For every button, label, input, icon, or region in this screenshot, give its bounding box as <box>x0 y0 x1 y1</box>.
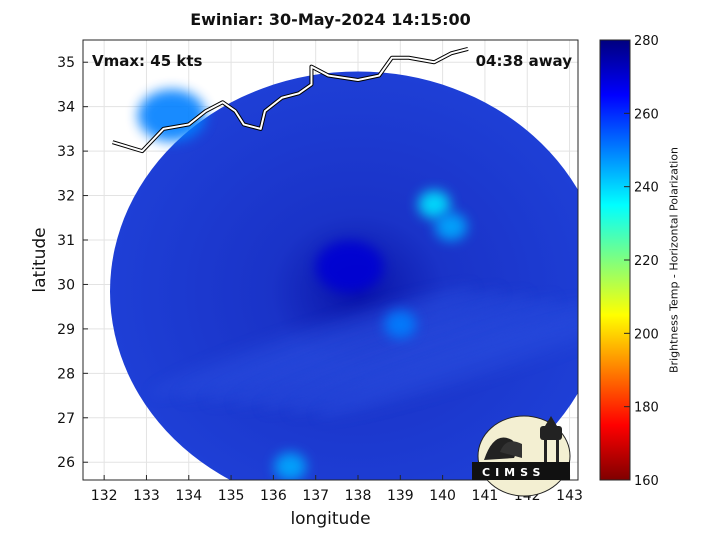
swath-layer <box>110 71 578 480</box>
y-tick-label: 32 <box>57 189 75 205</box>
y-tick-label: 30 <box>57 277 75 293</box>
x-tick-label: 134 <box>175 488 202 504</box>
coastline <box>112 47 469 153</box>
plot-frame <box>82 39 579 481</box>
rainband-texture <box>316 308 578 418</box>
brightness-feature <box>274 452 307 480</box>
chart-title: Ewiniar: 30-May-2024 14:15:00 <box>190 10 471 29</box>
cimss-logo: CIMSS <box>472 415 571 497</box>
brightness-feature <box>418 190 451 219</box>
y-tick-label: 31 <box>57 233 75 249</box>
brightness-feature <box>384 310 417 339</box>
colorbar-tick-label: 240 <box>634 181 659 196</box>
brightness-feature <box>137 89 206 142</box>
time-offset-annotation: 04:38 away <box>475 52 572 70</box>
x-tick-label: 135 <box>218 488 245 504</box>
x-axis-ticks: 132133134135136137138139140141142143 <box>91 475 583 504</box>
coastline-layer <box>112 46 469 154</box>
y-tick-label: 26 <box>57 455 75 471</box>
y-tick-label: 35 <box>57 55 75 71</box>
colorbar-tick-label: 260 <box>634 107 659 122</box>
colorbar-tick-label: 160 <box>634 474 659 489</box>
x-tick-label: 140 <box>429 488 456 504</box>
brightness-feature <box>435 212 468 241</box>
x-tick-label: 133 <box>133 488 160 504</box>
x-tick-label: 137 <box>302 488 329 504</box>
vmax-annotation: Vmax: 45 kts <box>92 52 203 70</box>
colorbar-tick-label: 200 <box>634 327 659 342</box>
colorbar-tick-label: 220 <box>634 254 659 269</box>
x-tick-label: 136 <box>260 488 287 504</box>
logo-text: CIMSS <box>482 466 545 479</box>
brightness-feature <box>315 240 384 293</box>
y-tick-label: 34 <box>57 100 75 116</box>
x-tick-label: 139 <box>387 488 414 504</box>
x-axis-label: longitude <box>290 509 371 529</box>
colorbar-ticks: 160 180 200 220 240 260 280 <box>624 34 659 489</box>
colorbar-tick-label: 180 <box>634 401 659 416</box>
x-tick-label: 141 <box>472 488 499 504</box>
y-tick-label: 28 <box>57 366 75 382</box>
colorbar-tick-label: 280 <box>634 34 659 49</box>
colorbar-label: Brightness Temp - Horizontal Polarizatio… <box>667 147 681 373</box>
y-axis-ticks: 26 27 28 29 30 31 32 33 34 35 <box>57 55 88 471</box>
x-tick-label: 143 <box>556 488 583 504</box>
y-tick-label: 33 <box>57 144 75 160</box>
x-tick-label: 138 <box>345 488 372 504</box>
y-tick-label: 27 <box>57 411 75 427</box>
y-axis-label: latitude <box>30 227 50 293</box>
x-tick-label: 132 <box>91 488 118 504</box>
y-tick-label: 29 <box>57 322 75 338</box>
